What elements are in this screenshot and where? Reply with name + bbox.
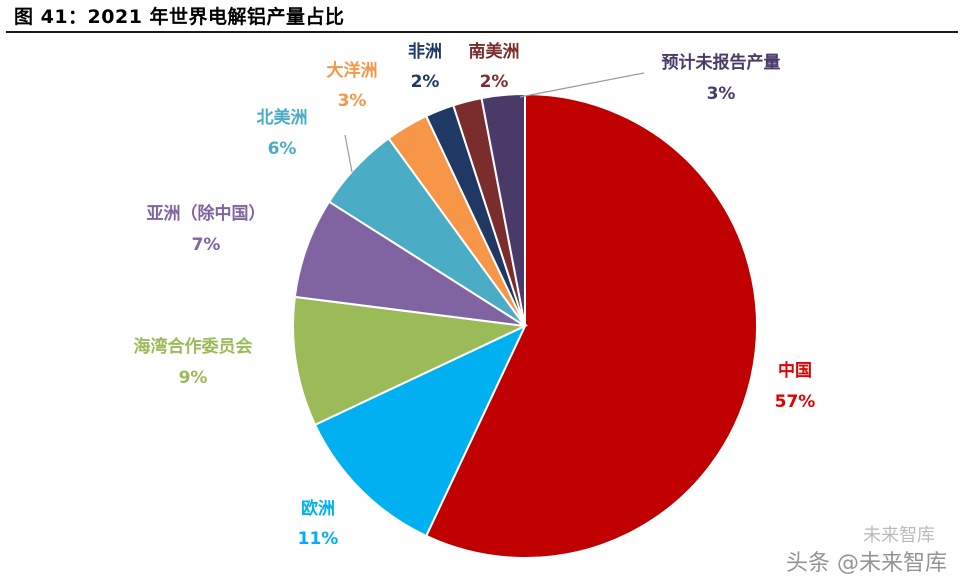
slice-name-label: 非洲: [408, 41, 442, 62]
slice-name-label: 南美洲: [469, 41, 520, 62]
slice-percent-label: 57%: [775, 392, 816, 412]
watermark: 头条 @未来智库: [786, 551, 947, 576]
chart-title: 图 41：2021 年世界电解铝产量占比: [14, 6, 345, 28]
pie-slice: [480, 92, 526, 327]
slice-percent-label: 2%: [411, 72, 440, 92]
leader-line: [519, 72, 645, 98]
pie-slice: [292, 295, 529, 427]
slice-percent-label: 9%: [179, 368, 208, 388]
slice-name-label: 中国: [778, 360, 812, 381]
slice-name-label: 海湾合作委员会: [134, 336, 253, 357]
slice-percent-label: 3%: [707, 84, 736, 104]
slice-name-label: 欧洲: [301, 498, 335, 519]
slice-name-label: 预计未报告产量: [662, 52, 781, 73]
slice-labels: 中国 57% 欧洲 11% 海湾合作委员会 9% 亚洲（除中国） 7% 北美洲 6% 大洋洲 3% 非洲…: [134, 41, 816, 549]
pie-slice: [313, 323, 528, 538]
leader-line: [344, 134, 353, 173]
slice-percent-label: 2%: [480, 72, 509, 92]
watermark-faint: 未来智库: [863, 525, 935, 546]
pie-slices: [292, 92, 758, 559]
title-rule: [6, 31, 958, 33]
slice-name-label: 亚洲（除中国）: [147, 203, 266, 224]
slice-percent-label: 7%: [192, 235, 221, 255]
slice-percent-label: 6%: [268, 139, 297, 159]
pie-slice: [293, 200, 526, 327]
slice-percent-label: 11%: [298, 529, 339, 549]
slice-name-label: 大洋洲: [327, 60, 378, 81]
pie-slice: [424, 92, 758, 559]
slice-percent-label: 3%: [338, 91, 367, 111]
leader-lines: [344, 72, 645, 173]
slice-name-label: 北美洲: [257, 107, 308, 128]
